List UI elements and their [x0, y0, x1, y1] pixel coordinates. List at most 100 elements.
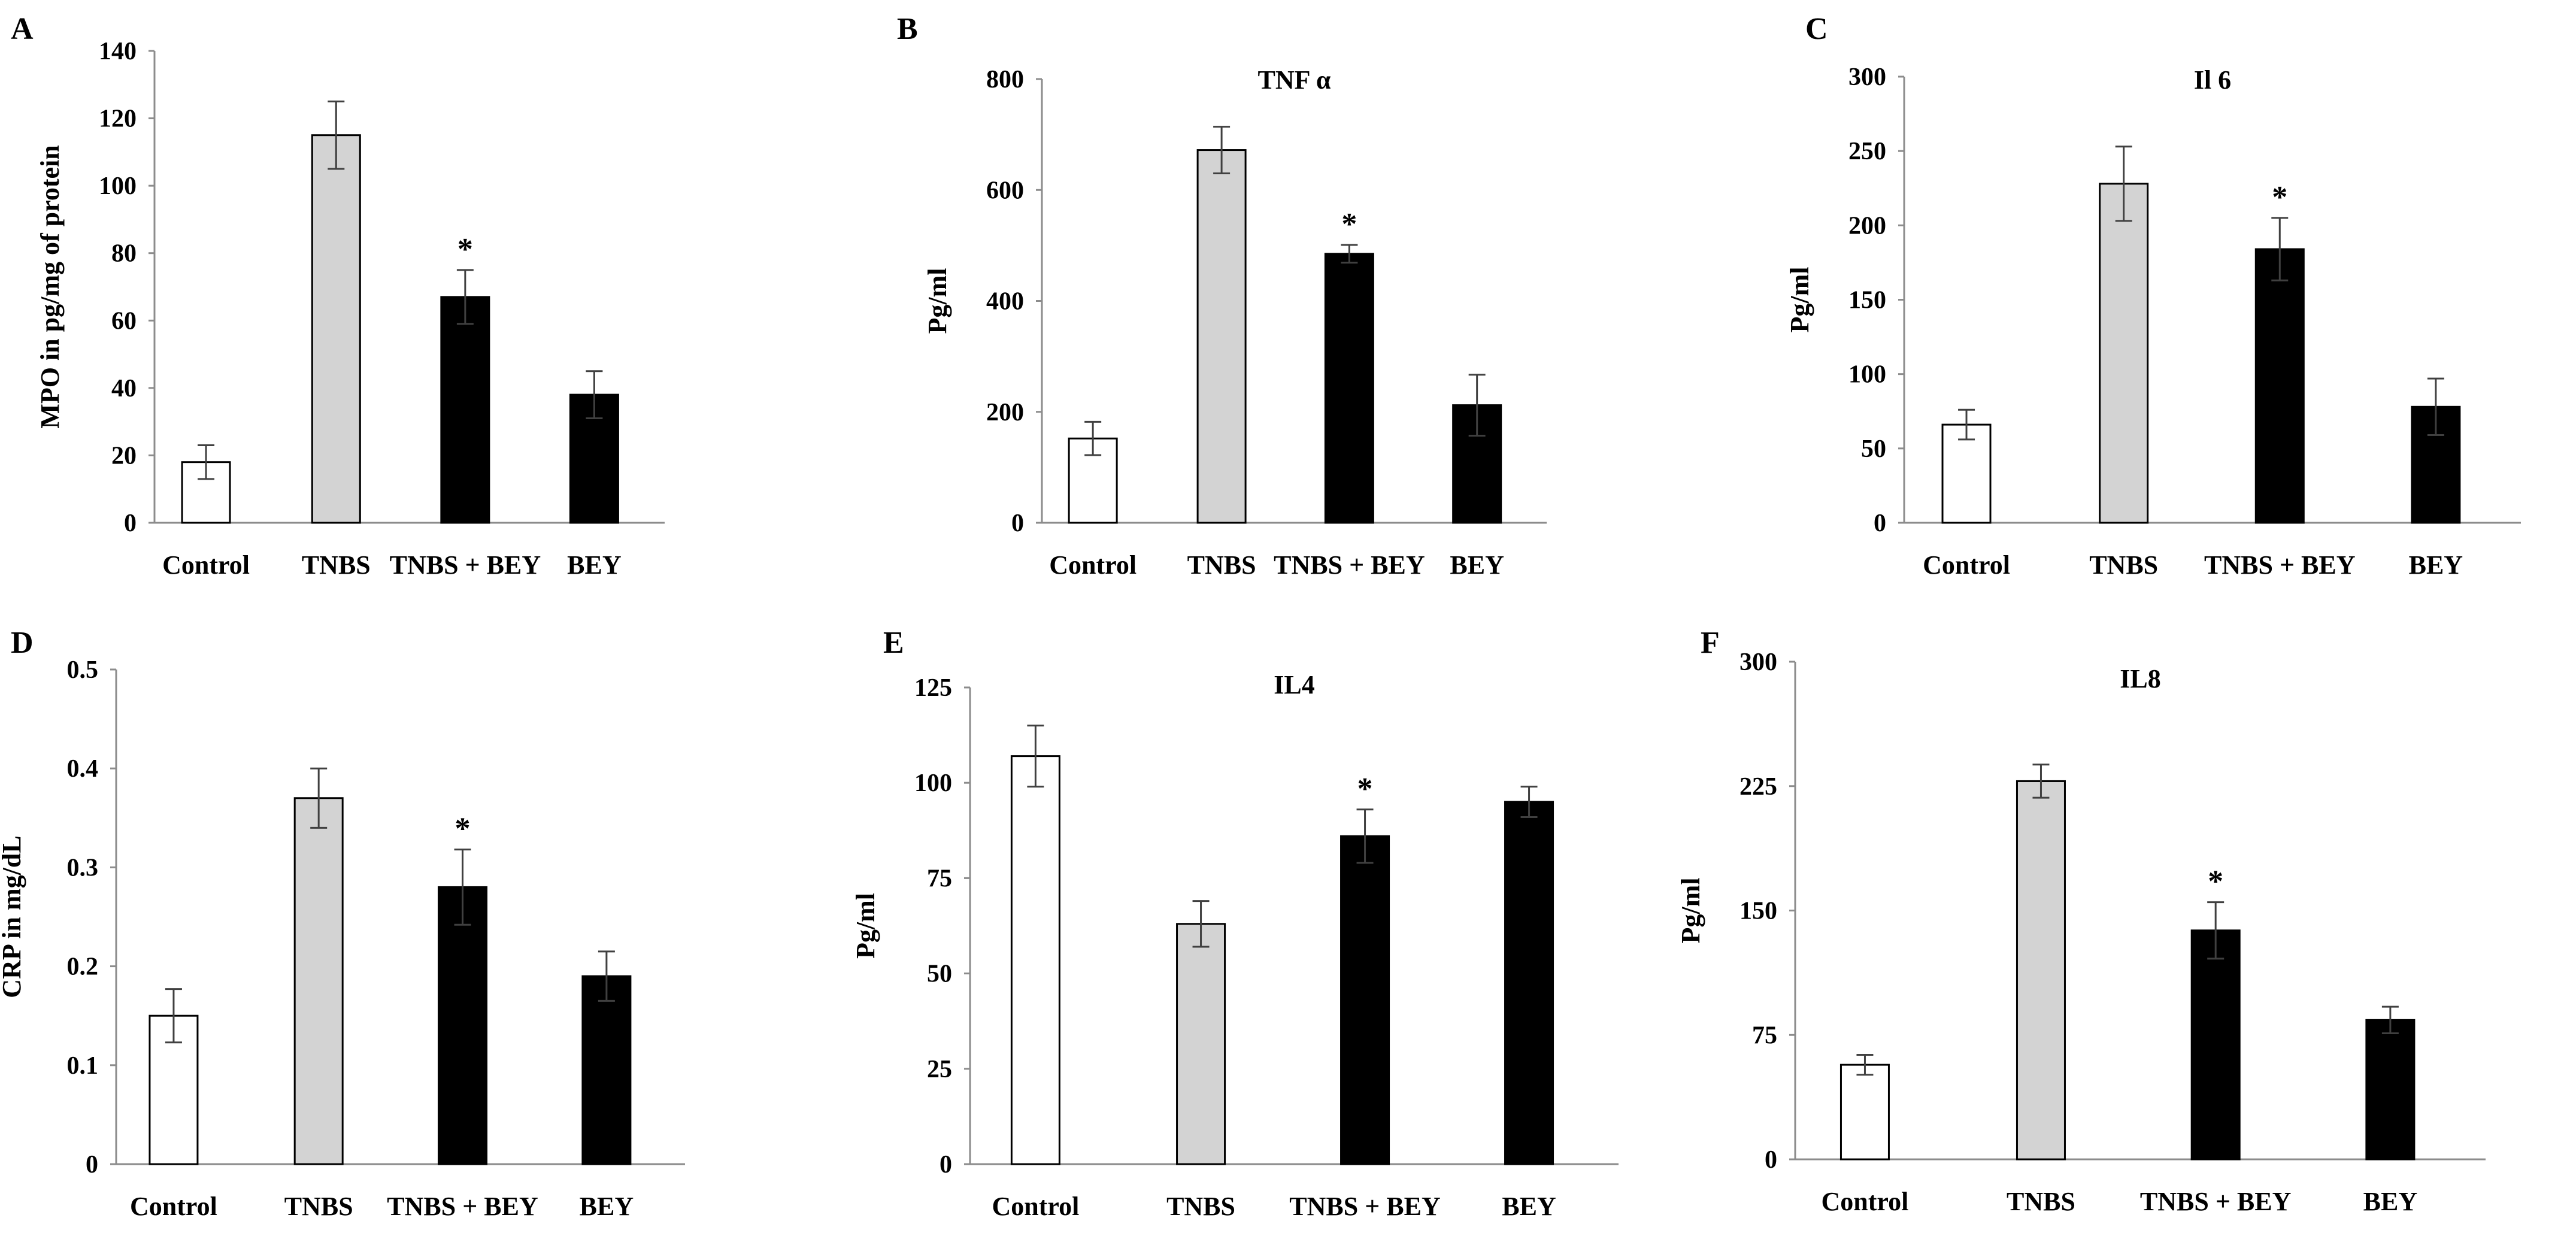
bar-tnbs-bey: [2254, 248, 2305, 524]
chart-panel-a: A 0 20 40 60 80 100 120 140 MPO in pg/mg of prote…: [11, 12, 665, 580]
panel-letter: D: [11, 626, 34, 660]
y-tick-label: 80: [111, 240, 137, 268]
y-tick-label: 600: [986, 177, 1024, 204]
bar-control: [1839, 1064, 1890, 1161]
y-tick-label: 50: [1861, 435, 1886, 463]
y-tick-label: 40: [111, 375, 137, 402]
y-tick-label: 0.5: [67, 656, 99, 684]
y-tick-label: 800: [986, 66, 1024, 93]
y-tick-label: 0.4: [67, 755, 99, 783]
x-tick-label: BEY: [1450, 550, 1504, 580]
y-axis-label: Pg/ml: [1676, 878, 1705, 944]
x-tick-label: Control: [992, 1192, 1079, 1221]
y-tick-label: 0: [940, 1151, 952, 1179]
y-tick-label: 0.1: [67, 1052, 99, 1080]
y-tick-label: 400: [986, 288, 1024, 316]
bar-tnbs: [2099, 183, 2149, 524]
y-tick-label: 0: [124, 510, 137, 537]
chart-panel-b: B TNF α 0 200 400 600 800 Pg/ml Control TNBS * TNBS…: [897, 12, 1547, 580]
x-tick-label: BEY: [2363, 1187, 2417, 1216]
x-tick-label: TNBS: [2089, 550, 2158, 580]
x-tick-label: BEY: [580, 1192, 634, 1221]
y-tick-label: 200: [986, 399, 1024, 426]
bar-control: [1010, 755, 1060, 1165]
y-tick-label: 25: [927, 1056, 952, 1083]
x-tick-label: TNBS + BEY: [1289, 1192, 1440, 1221]
y-axis-label: MPO in pg/mg of protein: [35, 145, 65, 428]
panel-letter: C: [1805, 12, 1828, 46]
bar-tnbs: [293, 797, 344, 1165]
y-tick-label: 50: [927, 961, 952, 988]
y-tick-label: 225: [1739, 773, 1777, 801]
y-tick-label: 150: [1848, 287, 1886, 314]
y-axis-label: Pg/ml: [851, 893, 880, 959]
bar-tnbs-bey: [438, 886, 488, 1165]
y-tick-label: 140: [99, 38, 137, 65]
x-tick-label: Control: [1923, 550, 2010, 580]
x-tick-label: TNBS: [1187, 550, 1256, 580]
bar-bey: [1504, 801, 1554, 1165]
bar-tnbs-bey: [440, 296, 490, 524]
y-axis-label: Pg/ml: [923, 268, 952, 334]
y-tick-label: 300: [1739, 649, 1777, 676]
y-tick-label: 0.3: [67, 854, 99, 881]
bar-tnbs-bey: [1324, 253, 1374, 524]
x-tick-label: BEY: [567, 550, 621, 580]
chart-panel-c: C Il 6 0 50 100 150 200 250 300 Pg/ml Control TNBS *…: [1785, 12, 2521, 580]
x-tick-label: BEY: [1502, 1192, 1556, 1221]
significance-star: *: [1357, 772, 1373, 806]
chart-panel-e: E IL4 0 25 50 75 100 125 Pg/ml Control TNBS * TNBS +…: [851, 626, 1619, 1221]
x-tick-label: Control: [1822, 1187, 1909, 1216]
y-tick-label: 150: [1739, 898, 1777, 925]
bar-tnbs: [2016, 780, 2066, 1161]
y-tick-label: 120: [99, 105, 137, 133]
y-tick-label: 300: [1848, 63, 1886, 91]
x-tick-label: TNBS: [284, 1192, 353, 1221]
y-tick-label: 0: [86, 1151, 98, 1179]
y-tick-label: 200: [1848, 212, 1886, 240]
significance-star: *: [1341, 207, 1357, 241]
chart-panel-f: F IL8 0 75 150 225 300 Pg/ml Control TNBS * TNBS + …: [1676, 626, 2486, 1216]
y-tick-label: 75: [927, 865, 952, 892]
bar-tnbs: [1176, 923, 1226, 1165]
panel-letter: B: [897, 12, 918, 46]
bar-tnbs-bey: [2190, 929, 2241, 1161]
panel-letter: F: [1701, 626, 1720, 660]
x-tick-label: Control: [1049, 550, 1137, 580]
significance-star: *: [457, 232, 473, 266]
y-tick-label: 0.2: [67, 953, 99, 981]
y-tick-label: 125: [914, 674, 952, 702]
x-tick-label: TNBS + BEY: [1274, 550, 1425, 580]
y-tick-label: 100: [914, 770, 952, 797]
x-tick-label: Control: [162, 550, 250, 580]
y-tick-label: 60: [111, 307, 137, 335]
chart-title: TNF α: [1258, 65, 1331, 95]
x-tick-label: TNBS + BEY: [390, 550, 541, 580]
panel-letter: A: [11, 12, 34, 46]
y-tick-label: 0: [1874, 510, 1886, 537]
x-tick-label: BEY: [2409, 550, 2463, 580]
chart-title: Il 6: [2194, 65, 2231, 95]
y-axis-label: Pg/ml: [1785, 267, 1814, 333]
chart-title: IL4: [1274, 670, 1314, 699]
x-tick-label: TNBS: [302, 550, 371, 580]
bar-bey: [581, 975, 632, 1165]
y-tick-label: 0: [1011, 510, 1024, 537]
chart-title: IL8: [2120, 664, 2160, 693]
x-tick-label: TNBS + BEY: [387, 1192, 538, 1221]
bar-bey: [2365, 1019, 2416, 1161]
x-tick-label: TNBS + BEY: [2204, 550, 2355, 580]
panel-letter: E: [883, 626, 904, 660]
y-tick-label: 250: [1848, 138, 1886, 165]
x-tick-label: TNBS: [2007, 1187, 2075, 1216]
significance-star: *: [2208, 865, 2223, 899]
x-tick-label: TNBS: [1166, 1192, 1235, 1221]
y-axis-label: CRP in mg/dL: [0, 835, 26, 998]
chart-panel-d: D 0 0.1 0.2 0.3 0.4 0.5 CRP in mg/dL Control TNBS…: [0, 626, 685, 1221]
y-tick-label: 100: [1848, 361, 1886, 389]
x-tick-label: TNBS + BEY: [2140, 1187, 2291, 1216]
y-tick-label: 100: [99, 172, 137, 200]
y-tick-label: 20: [111, 442, 137, 469]
bar-tnbs-bey: [1340, 835, 1390, 1165]
